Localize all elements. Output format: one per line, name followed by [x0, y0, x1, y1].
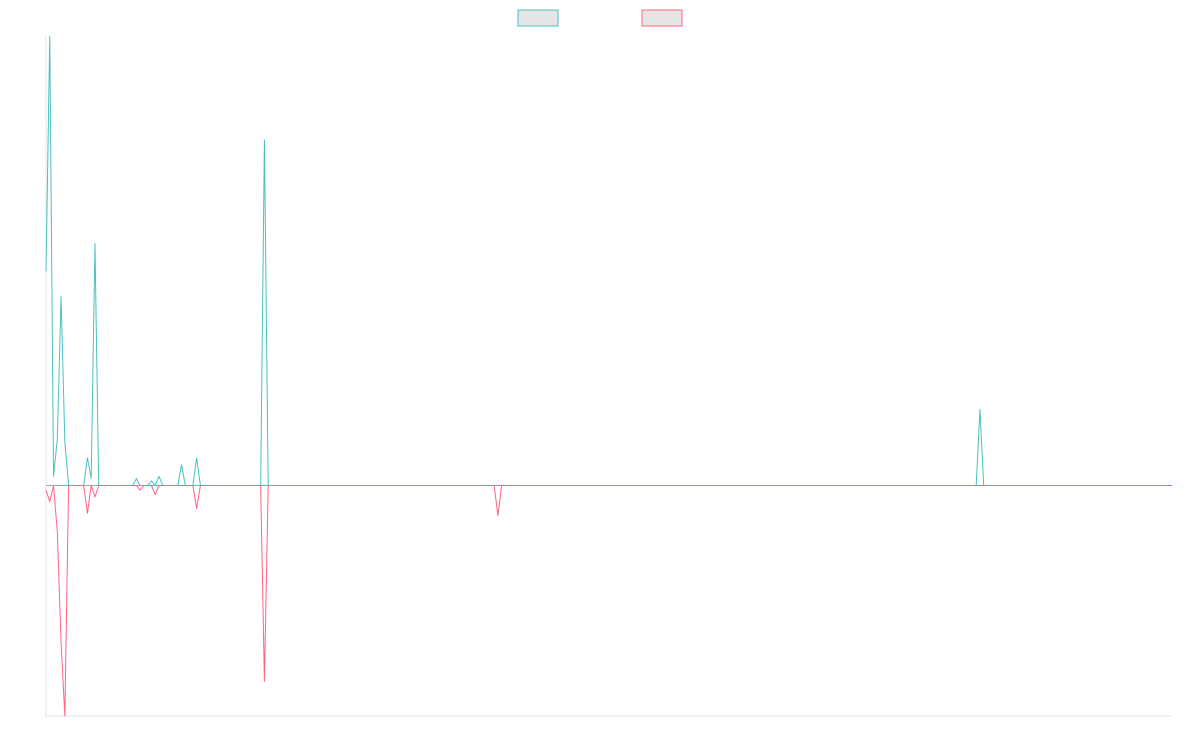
- series-layer: [45, 35, 1172, 717]
- plot-area: [45, 35, 1172, 717]
- series-line-1: [45, 35, 1172, 486]
- series-line-2: [45, 484, 1172, 717]
- legend-swatch-1[interactable]: [517, 9, 559, 27]
- legend-swatch-2[interactable]: [641, 9, 683, 27]
- legend: [517, 9, 683, 27]
